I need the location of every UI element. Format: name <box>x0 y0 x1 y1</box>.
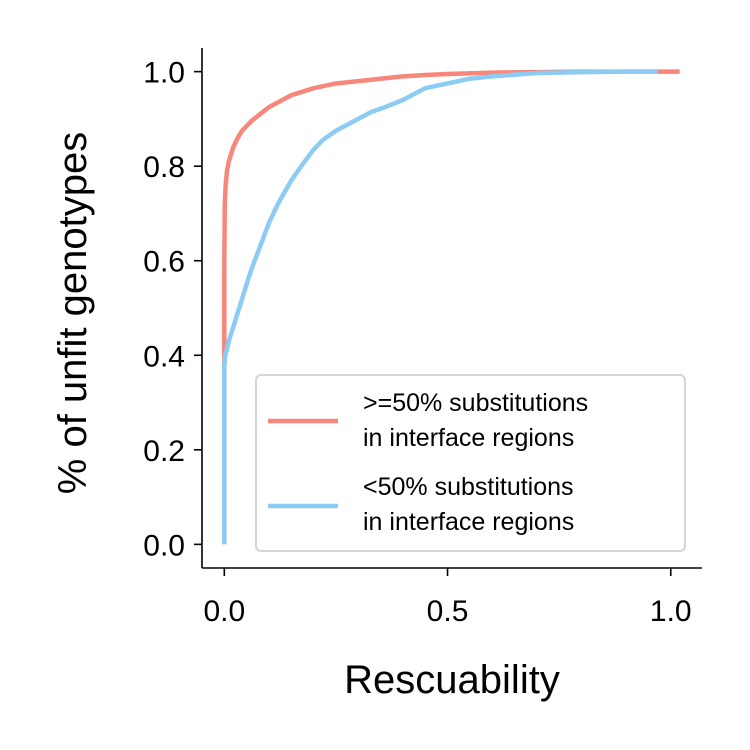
axes <box>201 48 702 569</box>
y-tick-label: 0.6 <box>143 246 185 279</box>
y-axis-title: % of unfit genotypes <box>51 132 95 494</box>
ticks: 0.0 0.5 1.0 0.0 0.2 0.4 0.6 0.8 1.0 <box>143 57 691 628</box>
y-tick-label: 0.4 <box>143 340 185 373</box>
y-tick-label: 0.0 <box>143 529 185 562</box>
legend-label-1: >=50% substitutions <box>363 389 588 417</box>
x-tick-label: 0.5 <box>427 595 469 628</box>
x-tick-label: 1.0 <box>650 595 692 628</box>
y-tick-label: 0.8 <box>143 151 185 184</box>
legend-label-2: <50% substitutions <box>363 473 574 501</box>
x-tick-label: 0.0 <box>203 595 245 628</box>
y-tick-label: 0.2 <box>143 435 185 468</box>
series-line-1 <box>222 69 680 365</box>
y-tick-label: 1.0 <box>143 57 185 90</box>
series-line-2 <box>222 69 658 545</box>
legend-label-2: in interface regions <box>363 508 574 536</box>
x-axis-title: Rescuability <box>344 658 560 702</box>
plot-lines <box>222 69 680 545</box>
legend-label-1: in interface regions <box>363 424 574 452</box>
legend: >=50% substitutions in interface regions <… <box>255 374 686 552</box>
legend-frame <box>255 374 686 552</box>
